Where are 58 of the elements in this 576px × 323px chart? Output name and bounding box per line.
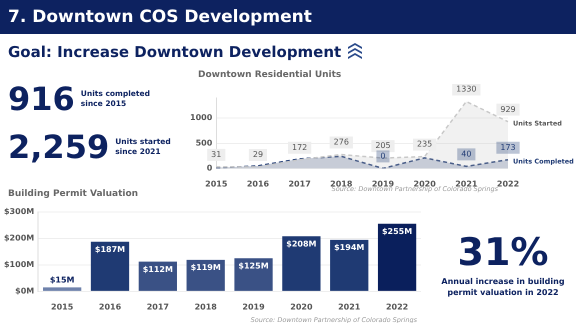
x-tick-label: 2015 [205,179,228,188]
data-label: 929 [500,104,516,114]
x-tick-label: 2022 [386,302,408,312]
x-tick-label: 2018 [194,302,218,312]
y-tick-label: $0M [15,286,34,296]
data-label: 173 [500,142,516,152]
bar [138,262,177,291]
x-tick-label: 2021 [455,179,478,188]
chart-title: Building Permit Valuation [8,189,138,199]
y-tick-label: $200M [4,233,34,242]
data-label: $112M [142,264,173,274]
x-tick-label: 2017 [288,179,311,188]
x-tick-label: 2021 [338,302,361,312]
data-label: 1330 [456,84,477,94]
data-label: 0 [380,151,386,160]
bar [378,224,416,291]
data-label: 172 [292,142,308,152]
data-label: $187M [94,244,126,254]
bar [282,236,321,291]
text: Goal: Increase Downtown Development [8,42,342,61]
data-label: 40 [461,149,472,158]
data-label: 276 [334,138,349,147]
chart-title: Downtown Residential Units [198,70,342,80]
x-tick-label: 2016 [98,302,122,312]
data-label: 235 [417,140,432,149]
x-tick-label: 2016 [246,179,270,188]
text: 916 [8,80,75,118]
x-tick-label: 2015 [51,302,74,312]
x-tick-label: 2019 [242,302,266,312]
data-label: $208M [286,239,317,248]
data-label: 31 [211,150,222,159]
bar [186,260,225,291]
text: 7. Downtown COS Development [0,0,576,34]
x-tick-label: 2022 [496,179,520,188]
y-tick-label: $300M [4,206,34,216]
x-tick-label: 2020 [290,302,313,312]
bar [234,258,273,291]
y-tick-label: 1000 [190,113,213,122]
text: 31% [456,230,550,274]
x-tick-label: 2018 [330,179,353,188]
x-tick-label: 2020 [414,179,436,188]
data-label: 29 [252,150,264,160]
bar [43,287,82,291]
data-label: $194M [334,243,364,252]
bar [90,242,130,291]
y-tick-label: 500 [196,138,213,148]
bar [330,240,368,291]
x-tick-label: 2017 [146,302,169,312]
text: Annual increase in building permit valuation in 2022 [440,276,566,298]
y-tick-label: $100M [4,260,34,269]
data-label: $125M [238,261,269,270]
text: 2,259 [8,128,110,166]
data-label: $255M [382,226,412,236]
data-label: $119M [190,262,221,272]
data-label: $15M [50,276,75,284]
x-tick-label: 2019 [372,179,395,188]
data-label: 205 [375,141,391,150]
y-tick-label: 0 [206,163,213,172]
